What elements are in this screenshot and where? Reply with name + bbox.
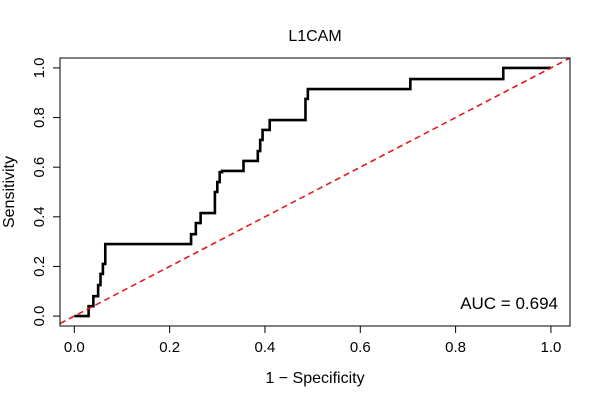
y-tick-label: 0.0 <box>31 306 48 327</box>
x-tick-label: 1.0 <box>541 339 562 356</box>
roc-curve-line <box>74 66 551 318</box>
reference-diagonal-line <box>60 58 570 325</box>
y-tick-label: 1.0 <box>31 57 48 78</box>
y-axis-label: Sensitivity <box>1 156 18 228</box>
chart-title: L1CAM <box>288 28 341 45</box>
y-tick-label: 0.6 <box>31 157 48 178</box>
auc-annotation: AUC = 0.694 <box>460 294 558 313</box>
x-axis: 0.0 0.2 0.4 0.6 0.8 1.0 <box>64 325 562 356</box>
series-layer <box>60 58 570 325</box>
x-tick-label: 0.4 <box>255 339 276 356</box>
x-tick-label: 0.0 <box>64 339 85 356</box>
x-tick-label: 0.6 <box>350 339 371 356</box>
x-axis-label: 1 − Specificity <box>265 370 364 387</box>
plot-frame <box>59 57 571 327</box>
y-axis: 0.0 0.2 0.4 0.6 0.8 1.0 <box>31 57 61 327</box>
x-tick-label: 0.8 <box>445 339 466 356</box>
y-tick-label: 0.4 <box>31 206 48 227</box>
x-tick-label: 0.2 <box>159 339 180 356</box>
y-tick-label: 0.2 <box>31 256 48 277</box>
y-tick-label: 0.8 <box>31 107 48 128</box>
